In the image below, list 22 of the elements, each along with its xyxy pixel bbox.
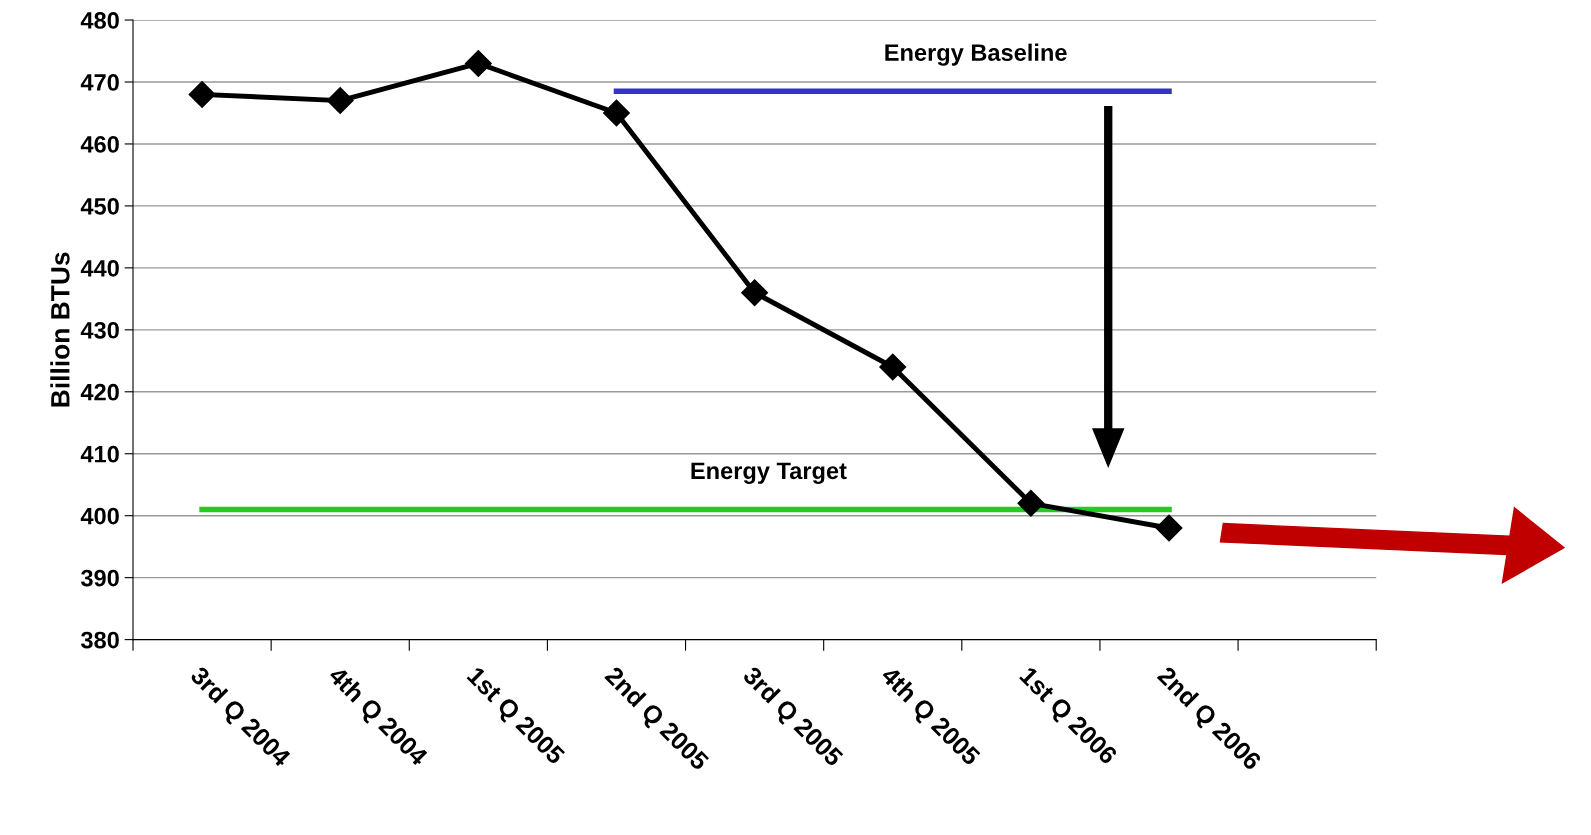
- point: [603, 99, 630, 127]
- point: [879, 353, 907, 381]
- y-tick-label: 430: [80, 321, 119, 339]
- y-tick-label: 380: [80, 631, 119, 649]
- point: [1017, 489, 1045, 517]
- point: [464, 49, 492, 77]
- y-tick-label: 470: [80, 74, 119, 91]
- series-label: Energy Target: [691, 462, 847, 484]
- y-tick-label: 450: [80, 197, 119, 215]
- point: [741, 279, 769, 307]
- point: [1155, 514, 1183, 542]
- y-tick-label: 480: [80, 12, 119, 29]
- y-tick-label: 410: [80, 445, 119, 463]
- y-tick-label: 390: [80, 569, 119, 587]
- y-tick-label: 460: [80, 136, 119, 153]
- series-label: Energy Baseline: [885, 43, 1067, 66]
- point: [326, 87, 354, 115]
- y-tick-label: 440: [80, 259, 119, 277]
- y-tick-label: 400: [80, 507, 119, 525]
- y-axis-title: Billion BTUs: [50, 252, 70, 407]
- y-tick-label: 420: [80, 383, 119, 401]
- point: [188, 80, 216, 108]
